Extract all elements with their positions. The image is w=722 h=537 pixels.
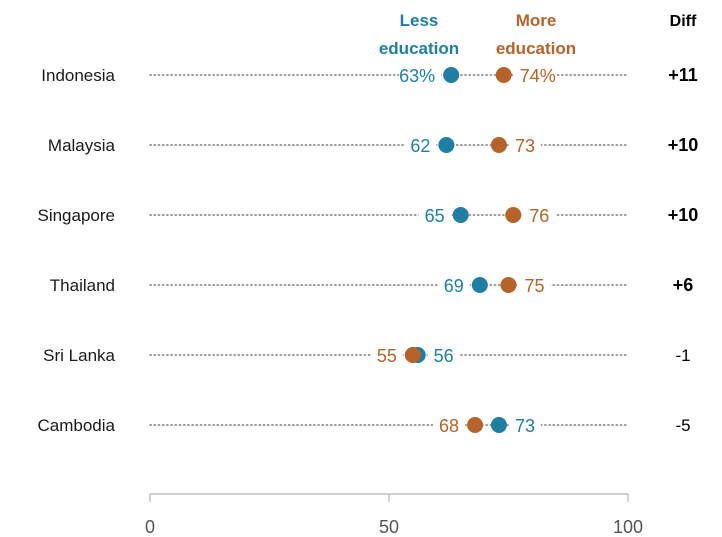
more-education-dot [404,347,421,363]
country-label: Malaysia [48,136,116,155]
less-education-value: 63% [399,66,435,86]
country-label: Sri Lanka [43,346,115,365]
country-label: Cambodia [38,416,116,435]
diff-header: Diff [670,13,697,30]
x-tick-label: 50 [379,517,399,537]
more-education-value: 68 [439,416,459,436]
row-sri-lanka: Sri Lanka 55 56 -1 [43,343,691,367]
more-education-dot [500,277,517,293]
label-backdrop [418,203,451,227]
more-education-value: 76 [529,206,549,226]
less-education-dot [490,417,507,433]
label-backdrop [370,343,403,367]
label-backdrop [404,133,437,157]
label-backdrop [399,63,442,87]
row-thailand: Thailand 69 75 +6 [50,273,693,297]
diff-value: +6 [673,275,694,295]
more-education-dot [505,207,522,223]
less-education-dot [452,207,469,223]
label-backdrop [518,273,551,297]
label-backdrop [508,133,541,157]
less-education-value: 73 [515,416,535,436]
less-education-value: 65 [425,206,445,226]
x-axis: 0 50 100 [145,493,643,537]
diff-value: -1 [675,346,690,365]
row-singapore: Singapore 65 76 +10 [37,203,698,227]
diff-value: +11 [668,65,698,85]
more-education-value: 74% [520,66,556,86]
more-education-dot [490,137,507,153]
x-tick-label: 0 [145,517,155,537]
more-education-value: 55 [377,346,397,366]
country-label: Thailand [50,276,115,295]
row-malaysia: Malaysia 62 73 +10 [48,133,698,157]
diff-value: +10 [668,135,699,155]
more-education-dot [467,417,484,433]
less-education-value: 56 [434,346,454,366]
country-label: Singapore [37,206,115,225]
legend-less-line2: education [379,39,459,58]
row-indonesia: Indonesia 63% 74% +11 [41,63,698,87]
more-education-value: 75 [525,276,545,296]
less-education-dot [438,137,455,153]
less-education-value: 69 [444,276,464,296]
country-label: Indonesia [41,66,115,85]
diff-value: +10 [668,205,699,225]
label-backdrop [437,273,470,297]
diff-value: -5 [675,416,690,435]
less-education-dot [443,67,460,83]
row-cambodia: Cambodia 68 73 -5 [38,413,691,437]
less-education-dot [471,277,488,293]
legend-less-line1: Less [400,11,439,30]
less-education-value: 62 [410,136,430,156]
more-education-dot [495,67,512,83]
legend-more-line1: More [516,11,557,30]
legend: Less education More education Diff [379,11,697,58]
x-tick-label: 100 [613,517,643,537]
label-backdrop [523,203,556,227]
label-backdrop [433,413,466,437]
label-backdrop [427,343,460,367]
label-backdrop [513,63,556,87]
more-education-value: 73 [515,136,535,156]
label-backdrop [508,413,541,437]
legend-more-line2: education [496,39,576,58]
